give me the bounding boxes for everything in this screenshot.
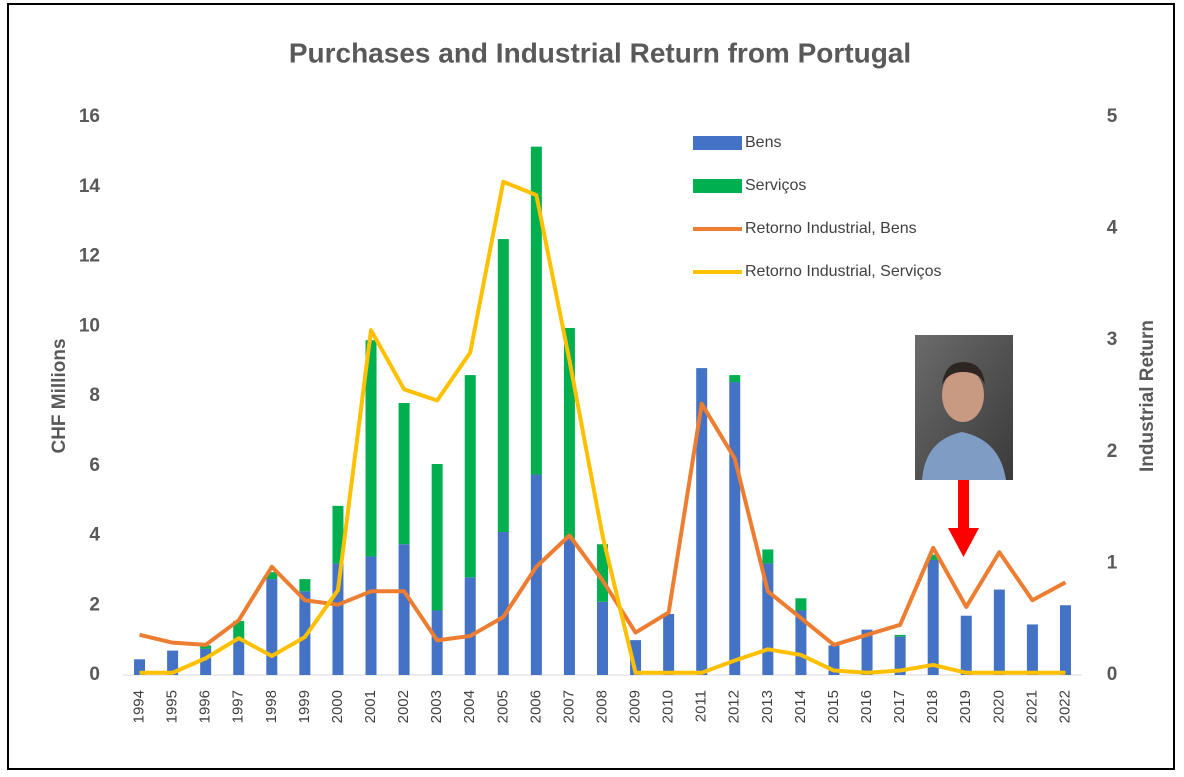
bar (762, 549, 773, 563)
bar (399, 544, 410, 675)
legend-label: Retorno Industrial, Bens (745, 220, 917, 237)
x-tick-label: 2007 (560, 690, 577, 723)
bar (1060, 605, 1071, 675)
bar (729, 375, 740, 382)
bar (498, 239, 509, 532)
legend-label: Retorno Industrial, Serviços (745, 263, 942, 280)
y-tick-label: 14 (79, 176, 101, 197)
y-tick-label: 4 (89, 525, 100, 546)
x-tick-label: 1994 (131, 690, 148, 723)
photo (915, 335, 1013, 480)
x-tick-label: 2010 (660, 690, 677, 723)
bar (432, 610, 443, 675)
x-tick-label: 2016 (858, 690, 875, 723)
bar (498, 532, 509, 675)
y-tick-label: 2 (89, 594, 100, 615)
bar (795, 598, 806, 610)
x-tick-label: 2021 (1023, 690, 1040, 723)
x-tick-label: 2018 (924, 690, 941, 723)
x-tick-label: 2009 (627, 690, 644, 723)
x-tick-label: 1999 (296, 690, 313, 723)
bar (597, 602, 608, 675)
bar (299, 579, 310, 591)
legend-label: Bens (745, 134, 781, 151)
bar (895, 635, 906, 637)
x-tick-label: 2000 (329, 690, 346, 723)
legend-swatch (693, 179, 742, 193)
y2-tick-label: 4 (1107, 218, 1118, 239)
y-tick-label: 0 (89, 664, 100, 685)
y2-tick-label: 3 (1107, 329, 1118, 350)
x-tick-label: 2013 (759, 690, 776, 723)
bar (994, 590, 1005, 675)
y2-tick-label: 0 (1107, 664, 1118, 685)
x-tick-label: 2006 (527, 690, 544, 723)
bar (1027, 624, 1038, 675)
y-axis-title: CHF Millions (49, 338, 70, 453)
x-tick-label: 1996 (197, 690, 214, 723)
bar (366, 556, 377, 675)
bar (961, 616, 972, 675)
y2-tick-label: 5 (1107, 106, 1118, 127)
bar (663, 614, 674, 675)
x-tick-label: 2003 (428, 690, 445, 723)
x-tick-label: 2020 (990, 690, 1007, 723)
bar (266, 579, 277, 675)
bar (564, 539, 575, 675)
x-tick-label: 2019 (957, 690, 974, 723)
x-tick-label: 2012 (726, 690, 743, 723)
bar (233, 640, 244, 675)
x-tick-label: 2002 (395, 690, 412, 723)
x-tick-label: 2001 (362, 690, 379, 723)
bar (465, 375, 476, 577)
x-tick-label: 1995 (164, 690, 181, 723)
x-tick-label: 2008 (593, 690, 610, 723)
chart-title: Purchases and Industrial Return from Por… (289, 37, 911, 68)
y-tick-label: 10 (79, 315, 100, 336)
y2-tick-label: 1 (1107, 552, 1118, 573)
chart: Purchases and Industrial Return from Por… (0, 0, 1184, 777)
y-tick-label: 6 (89, 455, 100, 476)
y2-axis-title: Industrial Return (1137, 320, 1158, 472)
x-tick-label: 2014 (792, 690, 809, 723)
x-tick-label: 2022 (1056, 690, 1073, 723)
y-tick-label: 12 (79, 246, 100, 267)
bar (465, 577, 476, 675)
bar (928, 560, 939, 675)
x-tick-label: 1997 (230, 690, 247, 723)
x-tick-label: 2005 (494, 690, 511, 723)
x-tick-label: 2004 (461, 690, 478, 723)
y-tick-label: 16 (79, 106, 100, 127)
bar (399, 403, 410, 544)
legend-label: Serviços (745, 177, 806, 194)
x-tick-label: 1998 (263, 690, 280, 723)
legend-swatch (693, 136, 742, 150)
x-tick-label: 2011 (693, 690, 710, 722)
bar (432, 464, 443, 610)
bar (729, 382, 740, 675)
x-tick-label: 2015 (825, 690, 842, 723)
y2-tick-label: 2 (1107, 441, 1118, 462)
y-tick-label: 8 (89, 385, 100, 406)
x-tick-label: 2017 (891, 690, 908, 723)
